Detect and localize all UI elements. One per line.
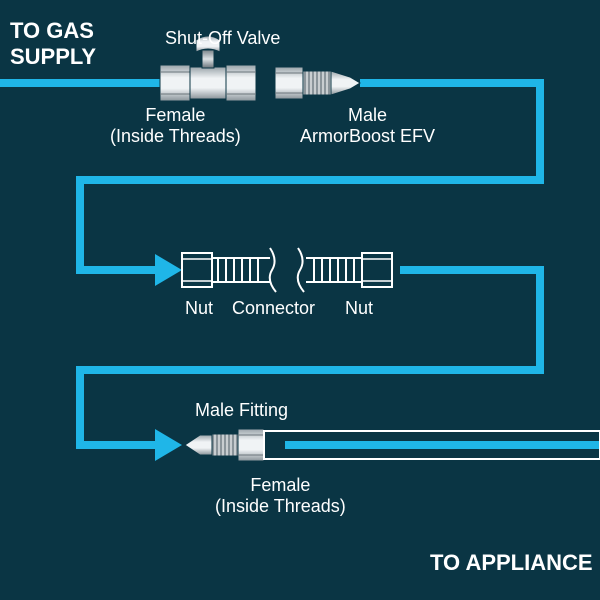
female-top-label: Female (Inside Threads) bbox=[110, 105, 241, 147]
female-bottom-label: Female (Inside Threads) bbox=[215, 475, 346, 517]
male-fitting-label: Male Fitting bbox=[195, 400, 288, 421]
flex-connector-graphic bbox=[182, 248, 392, 292]
shutoff-label: Shut-Off Valve bbox=[165, 28, 280, 49]
nut-left-label: Nut bbox=[185, 298, 213, 319]
connector-label: Connector bbox=[232, 298, 315, 319]
appliance-heading: TO APPLIANCE bbox=[430, 550, 593, 576]
male-efv-label: Male ArmorBoost EFV bbox=[300, 105, 435, 147]
efv-fitting-graphic bbox=[275, 67, 360, 99]
nut-right-label: Nut bbox=[345, 298, 373, 319]
gas-supply-heading: TO GAS SUPPLY bbox=[10, 18, 96, 70]
